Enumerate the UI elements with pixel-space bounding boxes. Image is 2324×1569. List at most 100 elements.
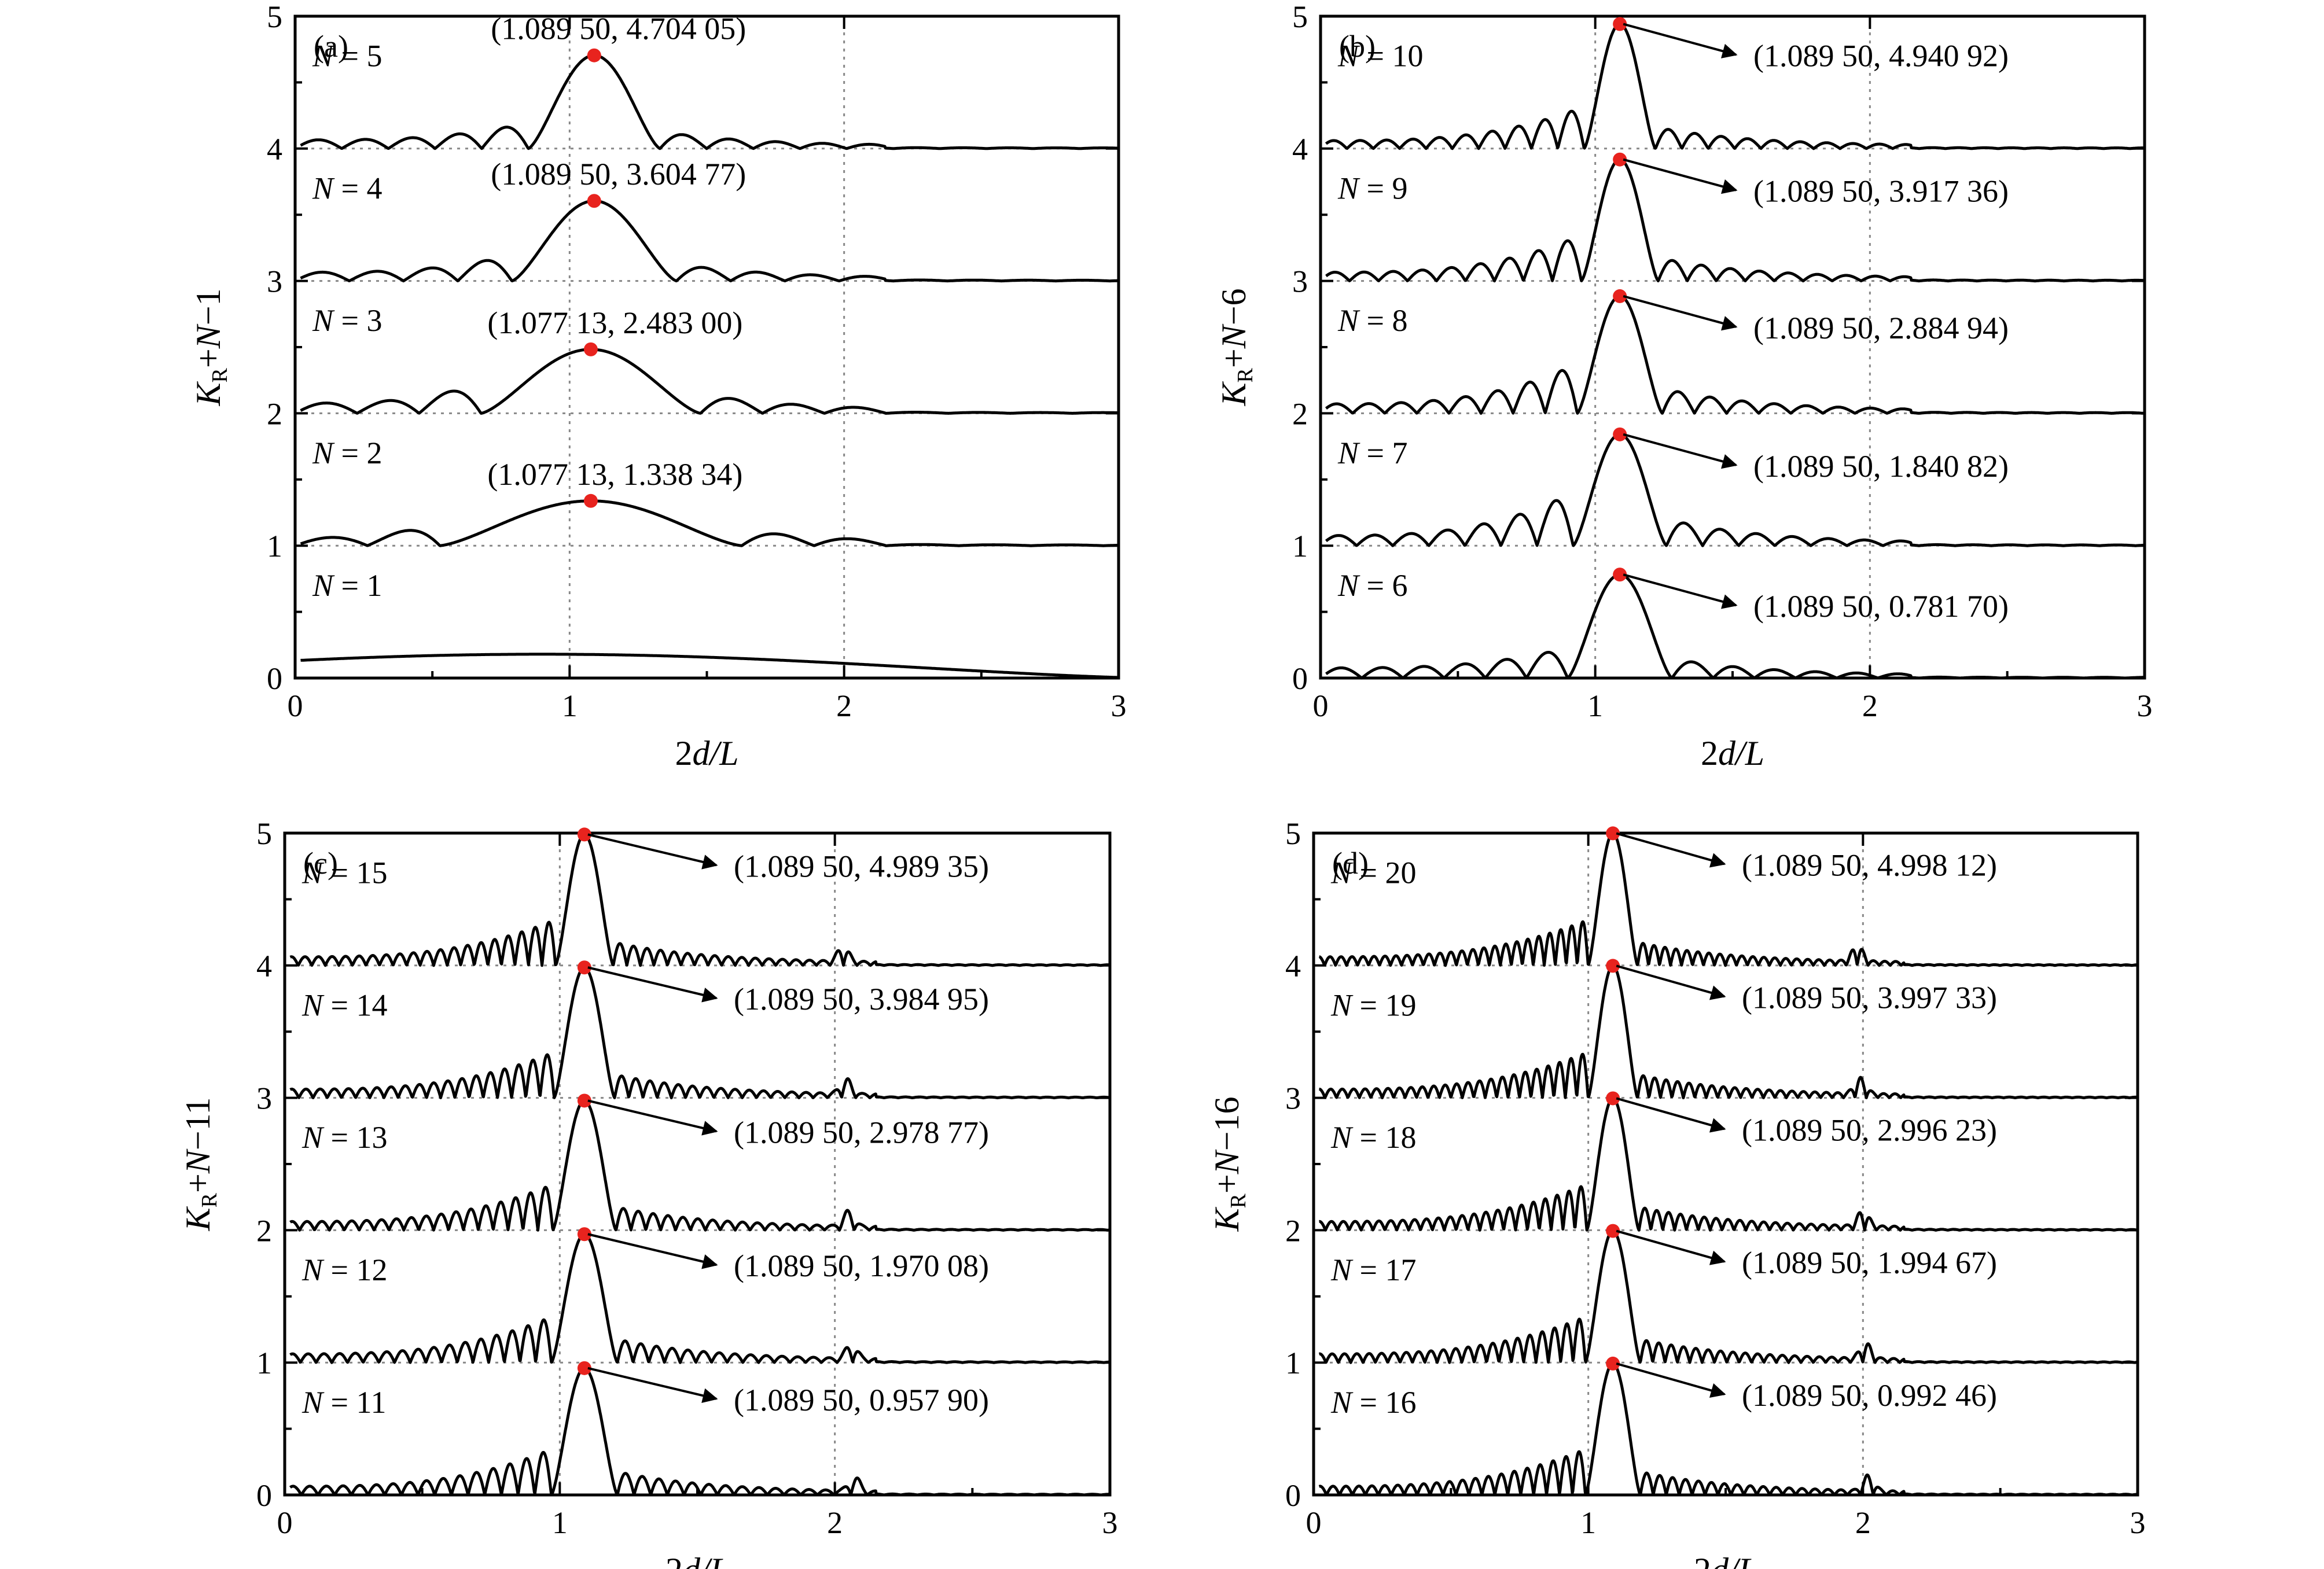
series-label: N = 7 (1337, 436, 1408, 470)
chart-panel-a: 0 1 2 3 0 1 2 3 4 5 2d/L KR+N−1 (a) N = 1 N = 2 (1.077 … (189, 0, 1127, 772)
y-tick-label: 3 (1285, 1081, 1301, 1116)
y-axis-title: KR+N−1 (189, 288, 232, 406)
x-tick-label: 3 (2137, 688, 2153, 723)
peak-annotation: (1.089 50, 3.997 33) (1742, 980, 1997, 1015)
series-label: N = 12 (301, 1253, 388, 1287)
peak-marker (1606, 959, 1620, 973)
panel-label: (d) (1332, 846, 1369, 881)
y-axis-title: KR+N−11 (179, 1097, 222, 1232)
x-tick-label: 0 (1306, 1505, 1322, 1540)
peak-annotation: (1.077 13, 1.338 34) (487, 457, 742, 492)
series-label: N = 10 (1337, 39, 1424, 73)
series-label: N = 16 (1330, 1385, 1417, 1420)
series-line (1325, 23, 2146, 150)
peak-marker (577, 960, 591, 975)
x-tick-label: 0 (1313, 688, 1329, 723)
x-axis-title: 2d/L (665, 1551, 729, 1569)
x-tick-label: 3 (1111, 688, 1127, 723)
x-axis-title: 2d/L (1694, 1551, 1757, 1569)
peak-annotation: (1.089 50, 2.884 94) (1753, 311, 2009, 345)
series-line (289, 1367, 1111, 1497)
annotation-arrow (1616, 832, 1726, 868)
series-line (1325, 158, 2146, 283)
y-tick-label: 5 (267, 0, 282, 34)
series-line (300, 653, 1120, 679)
x-tick-label: 3 (2130, 1505, 2146, 1540)
x-tick-label: 2 (1855, 1505, 1871, 1540)
panel-label: (a) (314, 29, 348, 64)
y-tick-label: 1 (267, 529, 282, 563)
peak-marker (583, 493, 598, 508)
y-axis-title: KR+N−6 (1215, 288, 1257, 406)
peak-annotation: (1.089 50, 4.998 12) (1742, 848, 1997, 882)
x-tick-label: 0 (288, 688, 303, 723)
series-label: N = 1 (312, 568, 383, 603)
series-line (1325, 573, 2146, 680)
series-line (1318, 964, 2139, 1100)
x-tick-label: 1 (1580, 1505, 1596, 1540)
x-tick-label: 1 (562, 688, 578, 723)
peak-marker (1606, 826, 1620, 841)
y-tick-label: 5 (256, 816, 272, 851)
series-label: N = 9 (1337, 171, 1408, 205)
y-tick-label: 3 (267, 264, 282, 299)
y-tick-label: 1 (1292, 529, 1308, 563)
series-label: N = 20 (1330, 856, 1417, 890)
plot-frame (1312, 831, 2139, 1497)
y-tick-label: 2 (256, 1213, 272, 1248)
chart-panel-c: 0 1 2 3 0 1 2 3 4 5 2d/L KR+N−11 (c) N = 11 (1.089 50,… (179, 816, 1118, 1569)
series-label: N = 4 (312, 171, 383, 205)
annotation-arrow (587, 833, 718, 870)
series-label: N = 3 (312, 303, 383, 338)
series-label: N = 5 (312, 39, 383, 73)
series-label: N = 11 (301, 1385, 386, 1420)
x-tick-label: 1 (552, 1505, 568, 1540)
peak-marker (577, 1361, 591, 1375)
series-line (1318, 1362, 2139, 1497)
y-tick-label: 4 (256, 949, 272, 984)
annotation-arrow (1616, 964, 1726, 1000)
annotation-arrow (587, 966, 718, 1003)
chart-panel-b: 0 1 2 3 0 1 2 3 4 5 2d/L KR+N−6 (b) N = 6 (1.089 50, 0… (1215, 0, 2153, 772)
plot-frame (293, 14, 1120, 680)
series-label: N = 15 (301, 856, 388, 890)
peak-annotation: (1.089 50, 3.984 95) (734, 982, 989, 1016)
series-line (289, 1232, 1111, 1364)
peak-annotation: (1.089 50, 1.994 67) (1742, 1246, 1997, 1280)
y-tick-label: 0 (256, 1478, 272, 1513)
peak-marker (577, 1227, 591, 1242)
series-line (1318, 1229, 2139, 1364)
peak-annotation: (1.089 50, 4.989 35) (734, 849, 989, 883)
peak-marker (587, 48, 601, 62)
x-tick-label: 3 (1102, 1505, 1118, 1540)
y-tick-label: 4 (1292, 132, 1308, 167)
peak-annotation: (1.089 50, 0.992 46) (1742, 1378, 1997, 1413)
peak-marker (583, 342, 598, 356)
series-line (300, 199, 1120, 283)
series-label: N = 18 (1330, 1120, 1417, 1155)
peak-marker (1613, 568, 1627, 582)
peak-annotation: (1.089 50, 2.996 23) (1742, 1113, 1997, 1147)
peak-marker (1613, 427, 1627, 441)
series-label: N = 13 (301, 1120, 388, 1155)
y-tick-label: 5 (1292, 0, 1308, 34)
peak-annotation: (1.089 50, 3.604 77) (491, 157, 746, 191)
y-tick-label: 4 (1285, 949, 1301, 984)
x-axis-title: 2d/L (1701, 734, 1764, 772)
y-tick-label: 2 (1292, 396, 1308, 431)
x-axis-title: 2d/L (675, 734, 738, 772)
series-line (300, 54, 1120, 150)
peak-annotation: (1.077 13, 2.483 00) (487, 305, 742, 340)
annotation-arrow (1616, 1229, 1726, 1265)
annotation-arrow (587, 1367, 718, 1404)
peak-marker (1613, 152, 1627, 167)
annotation-arrow (587, 1099, 718, 1136)
peak-annotation: (1.089 50, 0.781 70) (1753, 589, 2009, 624)
peak-marker (577, 1093, 591, 1108)
series-label: N = 8 (1337, 303, 1408, 338)
y-tick-label: 1 (1285, 1346, 1301, 1380)
peak-annotation: (1.089 50, 1.840 82) (1753, 449, 2009, 484)
peak-annotation: (1.089 50, 4.704 05) (491, 12, 746, 46)
series-label: N = 6 (1337, 568, 1408, 603)
series-line (289, 833, 1111, 967)
